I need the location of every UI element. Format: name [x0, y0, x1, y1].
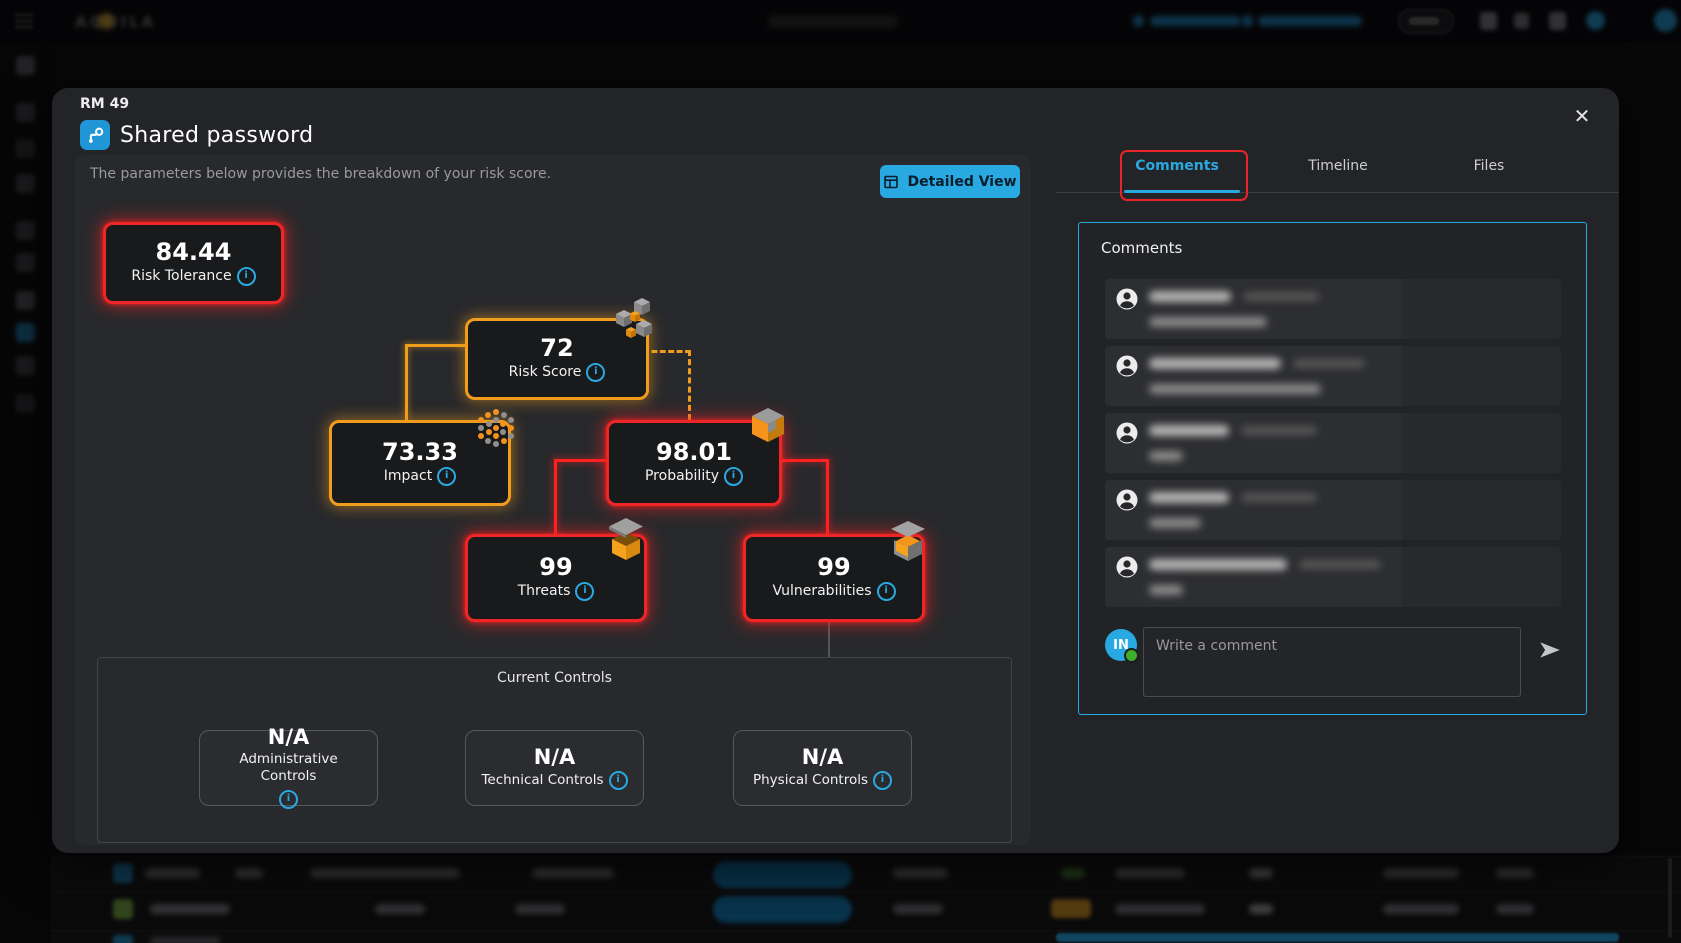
threats-value: 99	[539, 553, 573, 581]
comment-item	[1105, 346, 1561, 406]
annotation-highlight	[1120, 150, 1248, 201]
connector-impact-riskscore	[405, 344, 468, 347]
impact-label: Impact	[383, 467, 433, 484]
tab-divider	[1056, 192, 1619, 193]
comment-item	[1105, 547, 1561, 607]
tab-timeline[interactable]: Timeline	[1308, 158, 1368, 174]
info-icon[interactable]: i	[437, 467, 457, 486]
close-button[interactable]: ✕	[1573, 104, 1591, 128]
comments-container: Comments	[1078, 222, 1587, 715]
user-initials: IN	[1113, 637, 1129, 653]
online-status-dot	[1124, 648, 1139, 663]
risk-tolerance-label: Risk Tolerance	[131, 267, 232, 284]
probability-value: 98.01	[656, 438, 732, 466]
info-icon[interactable]: i	[236, 267, 256, 286]
connector-vulnerabilities-controls	[828, 616, 830, 657]
info-icon[interactable]: i	[873, 770, 893, 790]
vulnerabilities-label: Vulnerabilities	[772, 582, 872, 599]
risk-detail-modal: RM 49 Shared password ✕ The parameters b…	[52, 88, 1619, 853]
connector-riskscore-probability-h	[643, 350, 691, 353]
physical-controls-label: Physical Controls	[752, 771, 869, 788]
info-icon[interactable]: i	[876, 582, 896, 601]
comment-input[interactable]	[1143, 627, 1521, 697]
threats-box-icon	[609, 518, 643, 560]
comments-heading: Comments	[1101, 239, 1183, 257]
connector-impact-riskscore-v	[405, 344, 408, 420]
node-administrative-controls: N/A Administrative Controls i	[199, 725, 378, 809]
user-avatar-icon	[1116, 422, 1138, 444]
info-icon[interactable]: i	[586, 363, 606, 382]
key-icon	[89, 127, 104, 143]
administrative-controls-value: N/A	[267, 725, 310, 750]
connector-probability-vulnerabilities-h	[774, 459, 829, 462]
node-risk-score: 72 Risk Score i	[465, 318, 649, 400]
info-icon[interactable]: i	[724, 467, 743, 486]
vulnerabilities-box-icon	[891, 521, 925, 561]
detailed-view-label: Detailed View	[907, 173, 1017, 190]
technical-controls-label: Technical Controls	[481, 771, 604, 788]
comment-item	[1105, 279, 1561, 339]
connector-probability-vulnerabilities-v	[826, 459, 829, 534]
risk-score-value: 72	[540, 334, 574, 362]
user-avatar-icon	[1116, 288, 1138, 310]
risk-score-label: Risk Score	[508, 363, 582, 380]
impact-cluster-icon	[478, 409, 514, 447]
user-avatar-icon	[1116, 556, 1138, 578]
tab-comments[interactable]: Comments	[1135, 158, 1219, 174]
user-avatar-icon	[1116, 489, 1138, 511]
comment-item	[1105, 480, 1561, 540]
info-icon[interactable]: i	[279, 789, 298, 809]
vulnerabilities-value: 99	[817, 553, 851, 581]
current-user-avatar: IN	[1105, 629, 1139, 663]
current-controls-title: Current Controls	[497, 670, 612, 686]
technical-controls-value: N/A	[533, 744, 576, 769]
info-icon[interactable]: i	[608, 770, 628, 790]
info-icon[interactable]: i	[575, 582, 595, 601]
probability-cube-icon	[752, 408, 784, 442]
risk-tolerance-value: 84.44	[155, 238, 232, 266]
tab-files[interactable]: Files	[1473, 158, 1505, 174]
physical-controls-value: N/A	[801, 744, 844, 769]
connector-riskscore-probability-v	[688, 350, 691, 420]
risk-breakdown-panel: The parameters below provides the breakd…	[75, 155, 1031, 845]
modal-title: Shared password	[120, 123, 314, 148]
node-risk-tolerance: 84.44 Risk Tolerance i	[103, 222, 284, 304]
impact-value: 73.33	[382, 438, 458, 466]
shared-password-icon	[80, 120, 110, 150]
user-avatar-icon	[1116, 355, 1138, 377]
threats-label: Threats	[517, 582, 571, 599]
active-tab-underline	[1124, 190, 1240, 193]
administrative-controls-label: Administrative Controls	[239, 751, 338, 784]
node-physical-controls: N/A Physical Controls i	[733, 730, 912, 806]
detailed-view-button[interactable]: Detailed View	[880, 165, 1020, 198]
side-panel: Comments Timeline Files Comments	[1056, 150, 1619, 810]
risk-score-cubes-icon	[616, 298, 652, 338]
comment-item	[1105, 413, 1561, 473]
detailed-view-icon	[884, 175, 899, 188]
connector-probability-threats-v	[554, 459, 557, 534]
panel-description: The parameters below provides the breakd…	[90, 166, 552, 182]
connector-probability-threats-h	[554, 459, 608, 462]
record-id: RM 49	[80, 96, 130, 112]
node-technical-controls: N/A Technical Controls i	[465, 730, 644, 806]
probability-label: Probability	[644, 467, 719, 484]
current-controls-section: Current Controls N/A Administrative Cont…	[97, 657, 1012, 843]
send-comment-button[interactable]	[1537, 637, 1563, 663]
